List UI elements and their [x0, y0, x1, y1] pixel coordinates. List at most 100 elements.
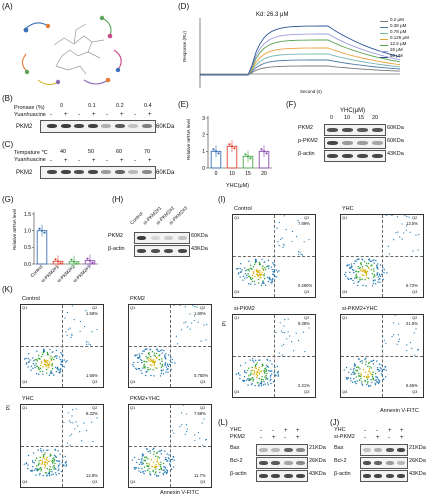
h-kda-label: 43KDa [191, 246, 208, 252]
j-protein-label: Bax [334, 445, 344, 451]
k-q2-percent: 7.68% [194, 411, 206, 416]
j-blot-strip [360, 444, 408, 456]
e-x-tick-label: 15 [245, 171, 251, 177]
f-kda-label: 60KDa [387, 125, 404, 131]
flow-scatter [131, 405, 207, 478]
panel-label-j: (J) [330, 418, 340, 427]
g-point [75, 262, 78, 265]
e-point [249, 157, 252, 160]
legend-label: 0.2 μM [390, 17, 404, 22]
g-x-tick-label: si-PKM2#3 [72, 264, 92, 282]
c-sign: - [106, 158, 108, 164]
yuanhuacine-label-b: Yuanhuacine [14, 112, 46, 118]
e-point [233, 147, 236, 150]
c-sign: - [50, 158, 52, 164]
spr-legend-item: 12.5 μM [380, 41, 420, 48]
h-kda-label: 60KDa [191, 233, 208, 239]
spr-sensorgram-chart [199, 18, 401, 88]
h-band [150, 249, 160, 253]
pkm2-band [87, 124, 98, 128]
spr-series-line [199, 59, 401, 76]
l-sign: - [284, 435, 286, 441]
g-x-tick-label: Control [29, 264, 43, 278]
i-q-label: Q3 [412, 289, 418, 294]
spr-y-axis-label: Response (RU) [182, 30, 187, 62]
b-sign: + [64, 112, 68, 118]
i-q-label: Q3 [304, 289, 310, 294]
f-band [342, 128, 353, 132]
spr-legend-item: 50 μM [380, 53, 420, 60]
f-kda-label: 60KDa [387, 138, 404, 144]
l-band [271, 448, 281, 452]
h-band [164, 249, 174, 253]
legend-swatch [380, 32, 388, 34]
spr-legend-item: 0.2 μM [380, 17, 420, 24]
pronase-blot [40, 120, 156, 133]
i-q-label: Q4 [234, 289, 240, 294]
quadrant-gate-h [129, 446, 211, 447]
l-band [296, 448, 306, 452]
c-sign: + [120, 158, 124, 164]
c-sign: - [78, 158, 80, 164]
panel-label-a: (A) [2, 2, 13, 11]
f-band [327, 128, 338, 132]
pkm2-mrna-yhc-chart: 0 1 2 3 0 10 15 20 [202, 116, 272, 177]
k-q3-percent: 12.8% [86, 473, 98, 478]
quadrant-gate-h [21, 346, 103, 347]
f-conc-label: 20 [372, 115, 379, 121]
pkm2-band [141, 124, 152, 128]
panel-label-i: (I) [218, 195, 226, 204]
b-conc-label: 0.4 [144, 103, 152, 109]
k-q2-percent: 1.59% [86, 311, 98, 316]
i-q3-percent: 5.72% [406, 283, 418, 288]
e-y-tick-label: 3 [202, 116, 205, 122]
pkm2-band [47, 170, 57, 174]
spr-x-axis-label: Second (s) [300, 89, 322, 94]
i-q-label: Q2 [304, 215, 310, 220]
b-sign: - [50, 112, 52, 118]
kda-label-c: 60KDa [156, 170, 175, 176]
f-kda-label: 43KDa [387, 151, 404, 157]
l-sign: - [260, 428, 262, 434]
k-pi-label: PI [6, 405, 12, 410]
j-band [362, 461, 371, 465]
f-band [357, 141, 368, 145]
i-q-label: Q4 [342, 389, 348, 394]
e-y-axis-label: Relative mRNA level [186, 118, 191, 160]
panel-label-c: (C) [2, 140, 14, 149]
temperature-label: Tempature ℃ [14, 150, 48, 156]
i-q2-percent: 13.5% [406, 221, 418, 226]
i-panel-title: si-PKM2+YHC [342, 306, 378, 312]
spr-series-line [199, 65, 401, 76]
k-flow-plot [128, 404, 212, 488]
e-point [228, 143, 231, 146]
f-conc-label: 0 [330, 115, 334, 121]
k-q-label: Q3 [92, 379, 98, 384]
l-band [258, 461, 268, 465]
quadrant-gate-h [21, 446, 103, 447]
i-q-label: Q3 [304, 389, 310, 394]
g-point [59, 262, 62, 265]
flow-scatter [23, 408, 98, 477]
b-sign: - [78, 112, 80, 118]
c-conc-label: 50 [88, 149, 95, 155]
cetsa-blot [40, 166, 156, 179]
g-y-tick-label: 1.5 [24, 212, 31, 218]
j-band [385, 474, 394, 478]
c-conc-label: 70 [144, 149, 151, 155]
k-panel-title: PKM2 [130, 296, 145, 302]
b-sign: - [134, 112, 136, 118]
i-q3-percent: 2.21% [298, 383, 310, 388]
j-band [385, 461, 394, 465]
j-band [397, 448, 406, 452]
e-point [244, 153, 247, 156]
k-flow-plot [128, 304, 212, 388]
f-blot-strip [324, 124, 386, 136]
spr-legend-item: 0.125 μM [380, 35, 420, 42]
l-row-label: PKM2 [230, 434, 245, 440]
e-point [217, 152, 220, 155]
quadrant-gate-h [233, 356, 315, 357]
i-annexin-label: Annexin V-FITC [380, 408, 419, 414]
j-protein-label: β-actin [334, 471, 351, 477]
h-band [177, 249, 187, 253]
